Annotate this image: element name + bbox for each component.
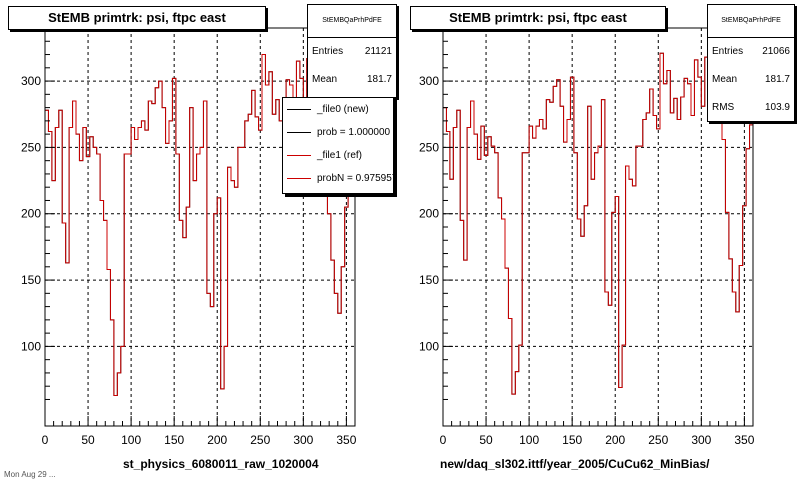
right-entries-label: Entries bbox=[712, 46, 744, 57]
histogram-left: 0 50 100 150 200 250 300 350 100 150 200 250 300 bbox=[21, 27, 357, 447]
right-stats-mean: Mean 181.7 bbox=[708, 66, 794, 94]
left-ytick-label-300: 300 bbox=[21, 74, 41, 88]
right-rms-value: 103.9 bbox=[764, 102, 790, 113]
right-mean-value: 181.7 bbox=[764, 74, 790, 85]
legend-label-prob: prob = 1.000000 bbox=[317, 127, 391, 138]
right-xtick-label-300: 300 bbox=[691, 433, 711, 447]
left-stats-box: StEMBQaPrhPdFE Entries 21121 Mean 181.7 bbox=[307, 4, 397, 98]
right-series-ref bbox=[443, 52, 753, 395]
legend-entry-prob: prob = 1.000000 bbox=[283, 121, 393, 144]
footnote-text: Mon Aug 29 ... bbox=[4, 470, 56, 479]
right-title: StEMB primtrk: psi, ftpc east bbox=[410, 6, 666, 30]
left-series-ref bbox=[45, 54, 355, 396]
right-xtick-label-250: 250 bbox=[648, 433, 668, 447]
legend-label-probn: probN = 0.975957 bbox=[317, 173, 394, 184]
legend-entry-probn: probN = 0.975957 bbox=[283, 167, 393, 190]
left-xtick-label-300: 300 bbox=[293, 433, 313, 447]
right-xtick-label-150: 150 bbox=[562, 433, 582, 447]
right-rms-label: RMS bbox=[712, 102, 735, 113]
right-stats-rms: RMS 103.9 bbox=[708, 94, 794, 122]
left-ytick-label-200: 200 bbox=[21, 207, 41, 221]
right-x-axis-title: new/daq_sl302.ittf/year_2005/CuCu62_MinB… bbox=[440, 457, 710, 471]
right-ytick-label-250: 250 bbox=[419, 140, 439, 154]
right-xtick-label-0: 0 bbox=[440, 433, 447, 447]
right-xtick-label-50: 50 bbox=[479, 433, 493, 447]
left-xtick-label-250: 250 bbox=[250, 433, 270, 447]
right-xtick-label-200: 200 bbox=[605, 433, 625, 447]
right-xtick-label-100: 100 bbox=[519, 433, 539, 447]
right-xtick-label-350: 350 bbox=[734, 433, 754, 447]
left-xtick-label-350: 350 bbox=[336, 433, 356, 447]
right-stats-header: StEMBQaPrhPdFE bbox=[708, 5, 794, 38]
right-ytick-label-150: 150 bbox=[419, 273, 439, 287]
legend-swatch-file1 bbox=[287, 155, 311, 156]
left-x-axis-title: st_physics_6080011_raw_1020004 bbox=[123, 457, 319, 471]
left-ytick-label-150: 150 bbox=[21, 273, 41, 287]
left-xtick-label-0: 0 bbox=[42, 433, 49, 447]
left-mean-value: 181.7 bbox=[366, 74, 392, 85]
left-xtick-label-100: 100 bbox=[121, 433, 141, 447]
right-stats-box: StEMBQaPrhPdFE Entries 21066 Mean 181.7 … bbox=[707, 4, 795, 122]
right-mean-label: Mean bbox=[712, 74, 738, 85]
legend-entry-file1: _file1 (ref) bbox=[283, 144, 393, 167]
left-title: StEMB primtrk: psi, ftpc east bbox=[8, 6, 266, 30]
left-stats-header: StEMBQaPrhPdFE bbox=[308, 5, 396, 38]
legend-entry-file0: _file0 (new) bbox=[283, 98, 393, 121]
left-stats-mean: Mean 181.7 bbox=[308, 66, 396, 94]
legend-swatch-probn bbox=[287, 178, 311, 179]
right-ytick-label-100: 100 bbox=[419, 339, 439, 353]
left-legend: _file0 (new) prob = 1.000000 _file1 (ref… bbox=[282, 97, 394, 194]
left-xtick-label-50: 50 bbox=[81, 433, 95, 447]
legend-label-file0: _file0 (new) bbox=[317, 104, 369, 115]
left-xtick-label-150: 150 bbox=[164, 433, 184, 447]
left-entries-value: 21121 bbox=[364, 46, 392, 57]
left-mean-label: Mean bbox=[312, 74, 338, 85]
right-entries-value: 21066 bbox=[762, 46, 790, 57]
histogram-right: 0 50 100 150 200 250 300 350 100 150 200 250 300 bbox=[419, 27, 755, 447]
right-ytick-label-200: 200 bbox=[419, 207, 439, 221]
left-entries-label: Entries bbox=[312, 46, 344, 57]
legend-swatch-prob bbox=[287, 132, 311, 133]
left-stats-entries: Entries 21121 bbox=[308, 38, 396, 66]
left-ytick-label-100: 100 bbox=[21, 339, 41, 353]
legend-label-file1: _file1 (ref) bbox=[317, 150, 363, 161]
right-ytick-label-300: 300 bbox=[419, 74, 439, 88]
left-ytick-label-250: 250 bbox=[21, 140, 41, 154]
legend-swatch-file0 bbox=[287, 109, 311, 110]
left-xtick-label-200: 200 bbox=[207, 433, 227, 447]
right-stats-entries: Entries 21066 bbox=[708, 38, 794, 66]
